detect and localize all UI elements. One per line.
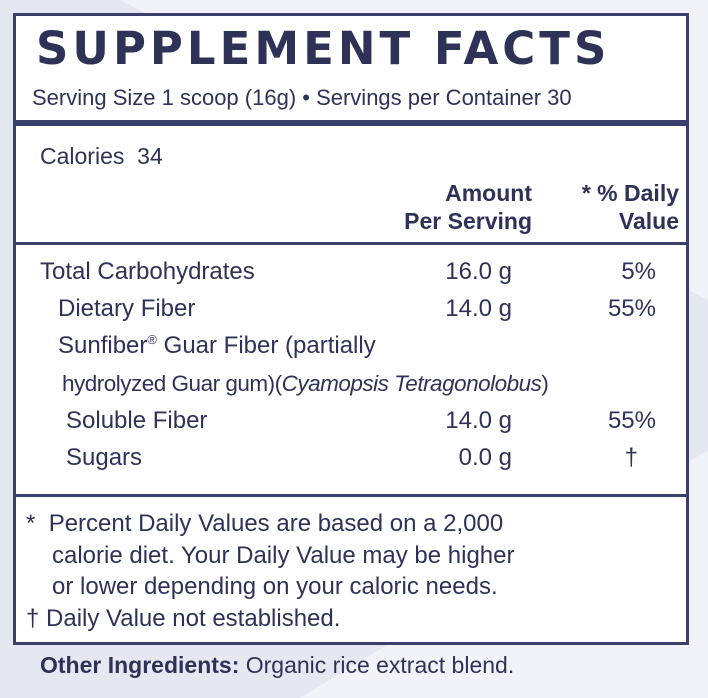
footnote-divider [16, 494, 686, 497]
nutrient-amount: 16.0 g [445, 258, 512, 285]
thick-divider [16, 120, 686, 126]
footnote-line2: calorie diet. Your Daily Value may be hi… [52, 541, 515, 569]
dv-header-line2: Value [618, 208, 679, 234]
amount-header: Amount Per Serving [356, 179, 532, 235]
nutrient-dv: 55% [607, 295, 656, 322]
dagger-footnote: † Daily Value not established. [26, 604, 341, 632]
nutrient-name: Soluble Fiber [66, 407, 208, 434]
other-ingredients: Other Ingredients: Organic rice extract … [40, 650, 514, 680]
botanical-name: Cyamopsis Tetragonolobus [281, 371, 542, 396]
footnote-line3: or lower depending on your caloric needs… [52, 573, 498, 600]
nutrient-amount: 14.0 g [445, 295, 512, 322]
footnote-text: Percent Daily Values are based on a 2,00… [48, 510, 504, 537]
sunfiber-desc: Guar Fiber (partially [156, 332, 376, 359]
nutrient-amount: 14.0 g [445, 407, 512, 434]
nutrient-dv: 5% [621, 258, 656, 285]
nutrient-name: Sugars [66, 444, 143, 471]
closing-paren: ) [541, 371, 549, 396]
nutrient-dv: † [624, 444, 638, 471]
calories-label: Calories [40, 143, 125, 169]
sunfiber-name-line1: Sunfiber® Guar Fiber (partially [58, 331, 376, 361]
amount-header-line2: Per Serving [404, 208, 532, 234]
nutrient-dv: 55% [607, 407, 656, 434]
other-ingredients-label: Other Ingredients: [40, 652, 240, 678]
amount-header-line1: Amount [445, 180, 532, 206]
nutrient-name: Dietary Fiber [58, 295, 196, 322]
supplement-facts-panel: SUPPLEMENT FACTS Serving Size 1 scoop (1… [13, 13, 689, 645]
calories-value: 34 [137, 143, 163, 169]
serving-info: Serving Size 1 scoop (16g) • Servings pe… [32, 85, 572, 110]
nutrient-name: Total Carbohydrates [40, 258, 255, 285]
sunfiber-name-line2: hydrolyzed Guar gum)(Cyamopsis Tetragono… [62, 369, 549, 399]
calories-row: Calories 34 [40, 141, 163, 171]
panel-title: SUPPLEMENT FACTS [36, 22, 611, 75]
registered-mark: ® [147, 332, 157, 347]
nutrient-amount: 0.0 g [458, 444, 512, 471]
dv-header-line1: * % Daily [581, 180, 679, 206]
footnote-line1: * Percent Daily Values are based on a 2,… [26, 508, 515, 540]
header-divider [16, 242, 686, 245]
footnotes: * Percent Daily Values are based on a 2,… [26, 508, 515, 634]
asterisk: * [26, 510, 36, 537]
daily-value-header: * % Daily Value [546, 179, 679, 235]
sunfiber-brand: Sunfiber [58, 332, 148, 359]
other-ingredients-value: Organic rice extract blend. [239, 652, 515, 678]
sunfiber-desc-2: hydrolyzed Guar gum)( [62, 371, 282, 396]
